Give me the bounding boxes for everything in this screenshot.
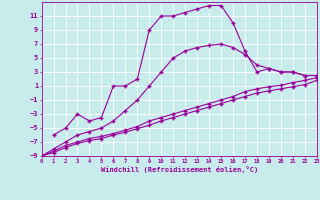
X-axis label: Windchill (Refroidissement éolien,°C): Windchill (Refroidissement éolien,°C) (100, 166, 258, 173)
